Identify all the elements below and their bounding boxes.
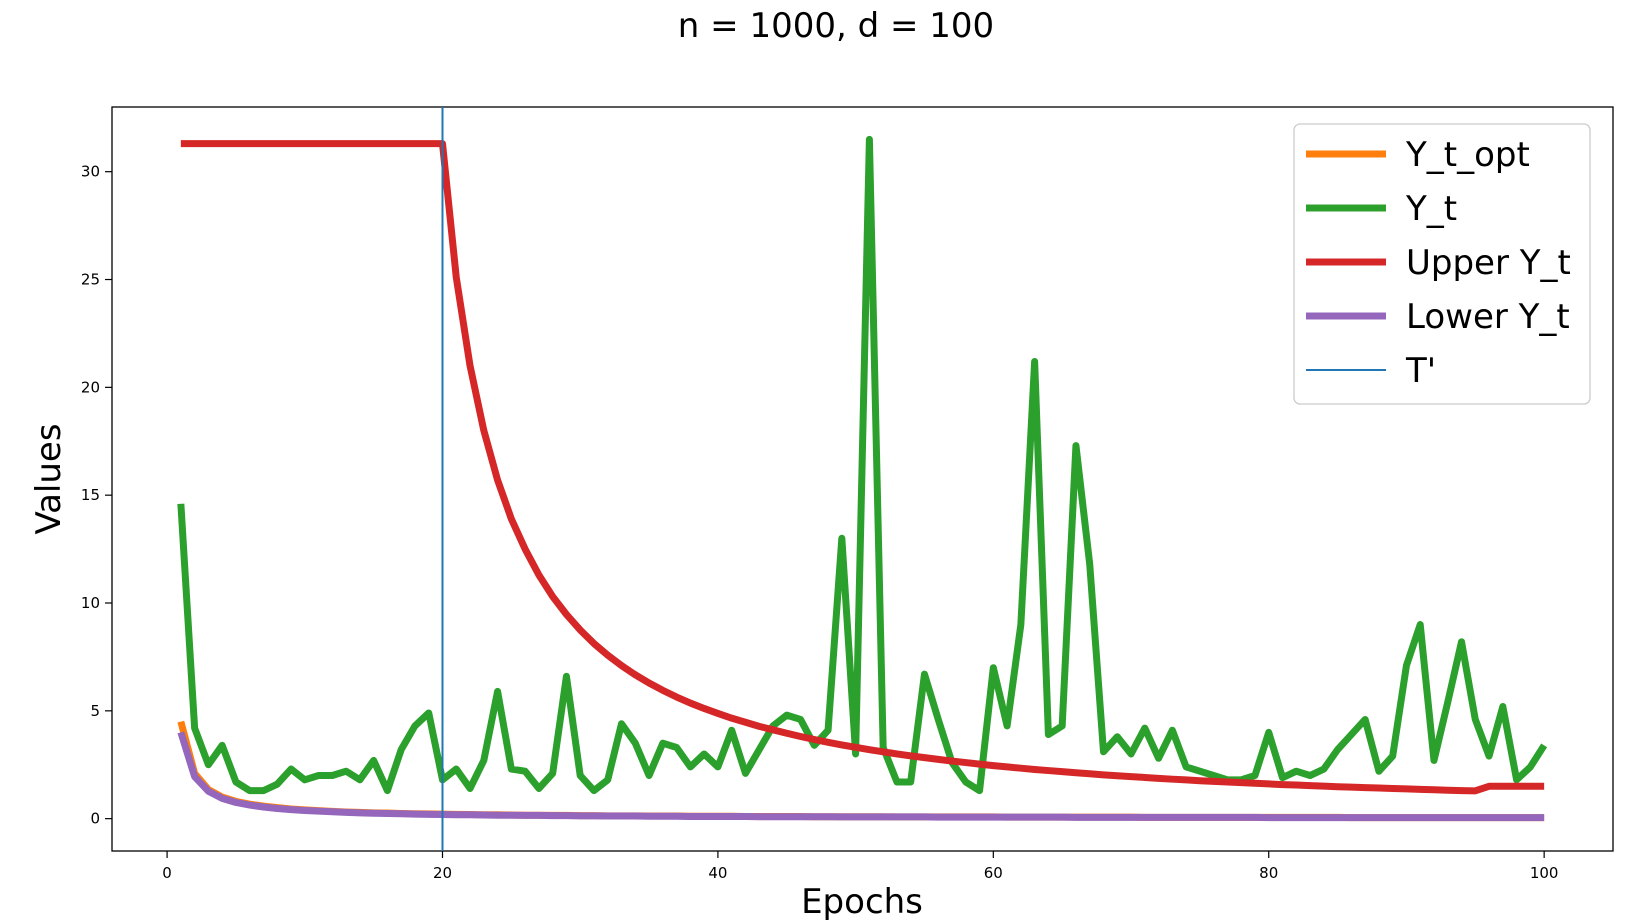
legend-label: Y_t_opt [1405,135,1530,175]
x-tick-label: 100 [1530,864,1559,882]
y-tick-label: 0 [90,810,100,828]
x-tick-label: 80 [1259,864,1278,882]
y-tick-label: 20 [81,378,100,396]
legend-label: Upper Y_t [1406,243,1571,283]
x-axis-label: Epochs [801,882,923,922]
legend-box [1293,123,1591,405]
series-line-y-t [177,135,1548,795]
y-tick-label: 25 [81,271,100,289]
series-line-lower-y-t [177,731,1545,822]
y-tick-label: 15 [81,486,100,504]
legend-label: T' [1405,351,1436,391]
x-tick-label: 0 [162,864,172,882]
y-tick-label: 30 [81,163,100,181]
y-tick-label: 10 [81,594,100,612]
legend-label: Lower Y_t [1406,297,1570,337]
x-tick-label: 60 [984,864,1003,882]
y-tick-label: 5 [90,702,100,720]
legend-label: Y_t [1405,189,1457,229]
y-axis-label: Values [29,423,69,534]
x-tick-label: 20 [433,864,452,882]
x-tick-label: 40 [708,864,727,882]
chart-title: n = 1000, d = 100 [678,6,994,46]
series-line-upper-y-t [180,140,1545,795]
legend: Y_t_opt Y_t Upper Y_t Lower Y_t T' [1293,123,1591,405]
